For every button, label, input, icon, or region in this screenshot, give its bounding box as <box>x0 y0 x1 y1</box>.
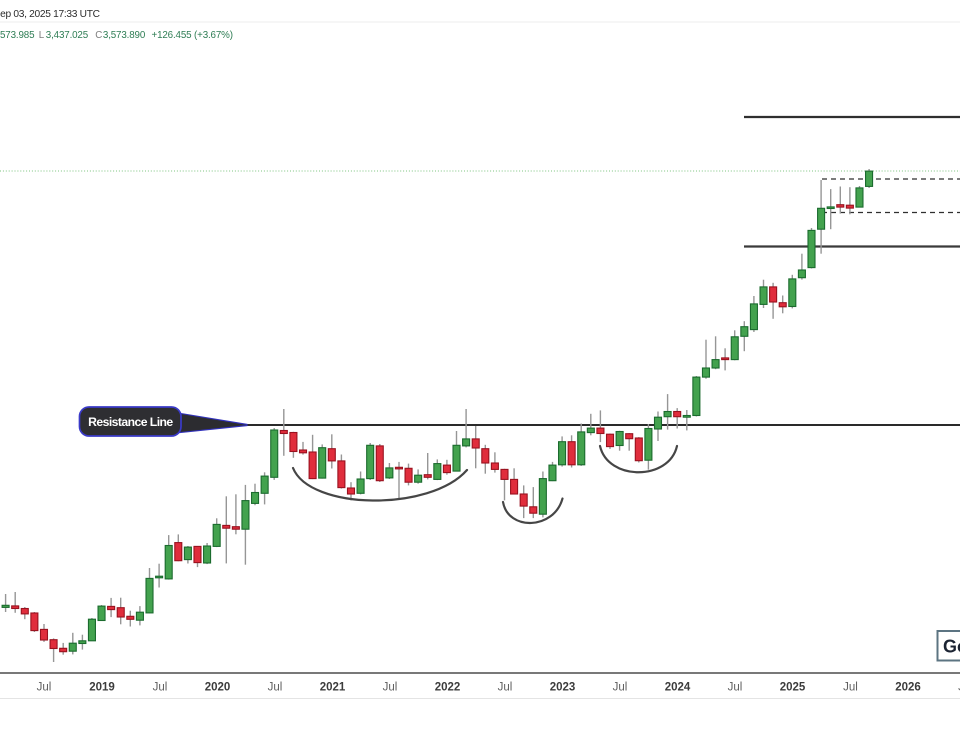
svg-text:2020: 2020 <box>205 682 231 694</box>
svg-text:Jul: Jul <box>37 682 52 694</box>
svg-text:Jul: Jul <box>843 682 858 694</box>
svg-text:Jul: Jul <box>613 682 628 694</box>
svg-text:Go: Go <box>943 637 960 657</box>
svg-text:2026: 2026 <box>895 682 921 694</box>
svg-text:2024: 2024 <box>665 682 691 694</box>
svg-text:Jul: Jul <box>268 682 283 694</box>
svg-text:Jul: Jul <box>728 682 743 694</box>
svg-text:Jul: Jul <box>153 682 168 694</box>
svg-text:Jul: Jul <box>498 682 513 694</box>
svg-text:Resistance Line: Resistance Line <box>88 415 173 429</box>
svg-text:2022: 2022 <box>435 682 461 694</box>
svg-text:L: L <box>39 30 45 41</box>
svg-text:C: C <box>95 30 102 41</box>
svg-text:2025: 2025 <box>780 682 806 694</box>
svg-text:3,437.025: 3,437.025 <box>46 30 89 41</box>
svg-text:+126.455 (+3.67%): +126.455 (+3.67%) <box>152 30 233 41</box>
svg-text:Sep 03, 2025 17:33 UTC: Sep 03, 2025 17:33 UTC <box>0 9 100 20</box>
svg-text:573.985: 573.985 <box>0 30 35 41</box>
svg-text:Jul: Jul <box>383 682 398 694</box>
svg-text:2021: 2021 <box>320 682 346 694</box>
svg-text:Jul: Jul <box>958 682 960 694</box>
svg-text:2019: 2019 <box>89 682 115 694</box>
svg-text:2023: 2023 <box>550 682 576 694</box>
svg-text:3,573.890: 3,573.890 <box>103 30 146 41</box>
